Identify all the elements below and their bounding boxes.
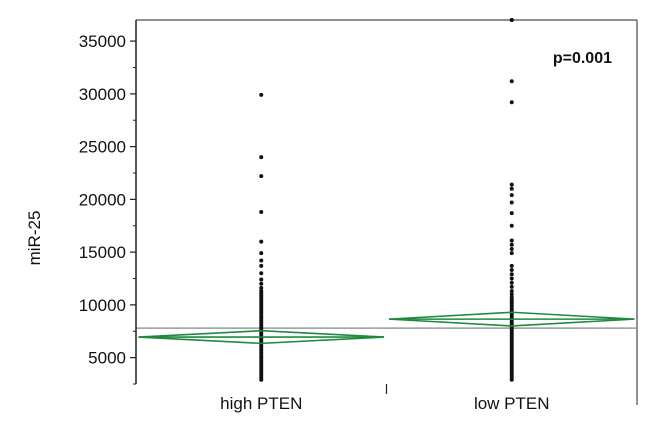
data-point (509, 263, 514, 268)
data-point (509, 18, 514, 22)
axes-layer: 5000 10000 15000 20000 25000 30000 35000 high P… (79, 20, 550, 413)
data-point (259, 377, 264, 382)
data-point (259, 92, 264, 97)
y-tick-label-10000: 10000 (79, 296, 126, 315)
y-tick-label-25000: 25000 (79, 138, 126, 157)
data-point (259, 210, 264, 215)
data-point (509, 246, 514, 251)
y-tick-label-5000: 5000 (88, 349, 126, 368)
data-point (259, 174, 264, 179)
data-point (509, 251, 514, 256)
data-point (509, 211, 514, 216)
data-point (509, 276, 514, 281)
y-axis-title: miR-25 (25, 211, 44, 266)
data-point (509, 200, 514, 205)
y-tick-label-15000: 15000 (79, 243, 126, 262)
data-point (259, 258, 264, 263)
plot-frame-layer (136, 19, 638, 405)
data-point (259, 263, 264, 268)
data-point (509, 100, 514, 105)
data-point (509, 223, 514, 228)
mean-diamonds-layer (138, 311, 635, 345)
y-tick-label-30000: 30000 (79, 85, 126, 104)
data-point (509, 272, 514, 277)
data-point (259, 239, 264, 244)
p-value-annotation: p=0.001 (553, 50, 612, 67)
data-point (509, 238, 514, 243)
data-points-layer (259, 18, 514, 382)
x-tick-label-high-pten: high PTEN (220, 394, 302, 413)
data-point (509, 186, 514, 191)
y-tick-label-20000: 20000 (79, 190, 126, 209)
data-point (509, 377, 514, 382)
x-tick-label-low-pten: low PTEN (474, 394, 550, 413)
data-point (509, 268, 514, 273)
data-point (509, 284, 514, 289)
data-point (509, 289, 514, 294)
y-tick-label-35000: 35000 (79, 32, 126, 51)
data-point (509, 242, 514, 247)
data-point (259, 285, 264, 290)
data-point (259, 155, 264, 160)
data-point (509, 79, 514, 84)
data-point (509, 193, 514, 198)
data-point (259, 251, 264, 256)
data-point (509, 182, 514, 187)
data-point (509, 292, 514, 297)
data-point (509, 280, 514, 285)
data-point (259, 271, 264, 276)
data-point (259, 277, 264, 282)
data-point (259, 281, 264, 286)
